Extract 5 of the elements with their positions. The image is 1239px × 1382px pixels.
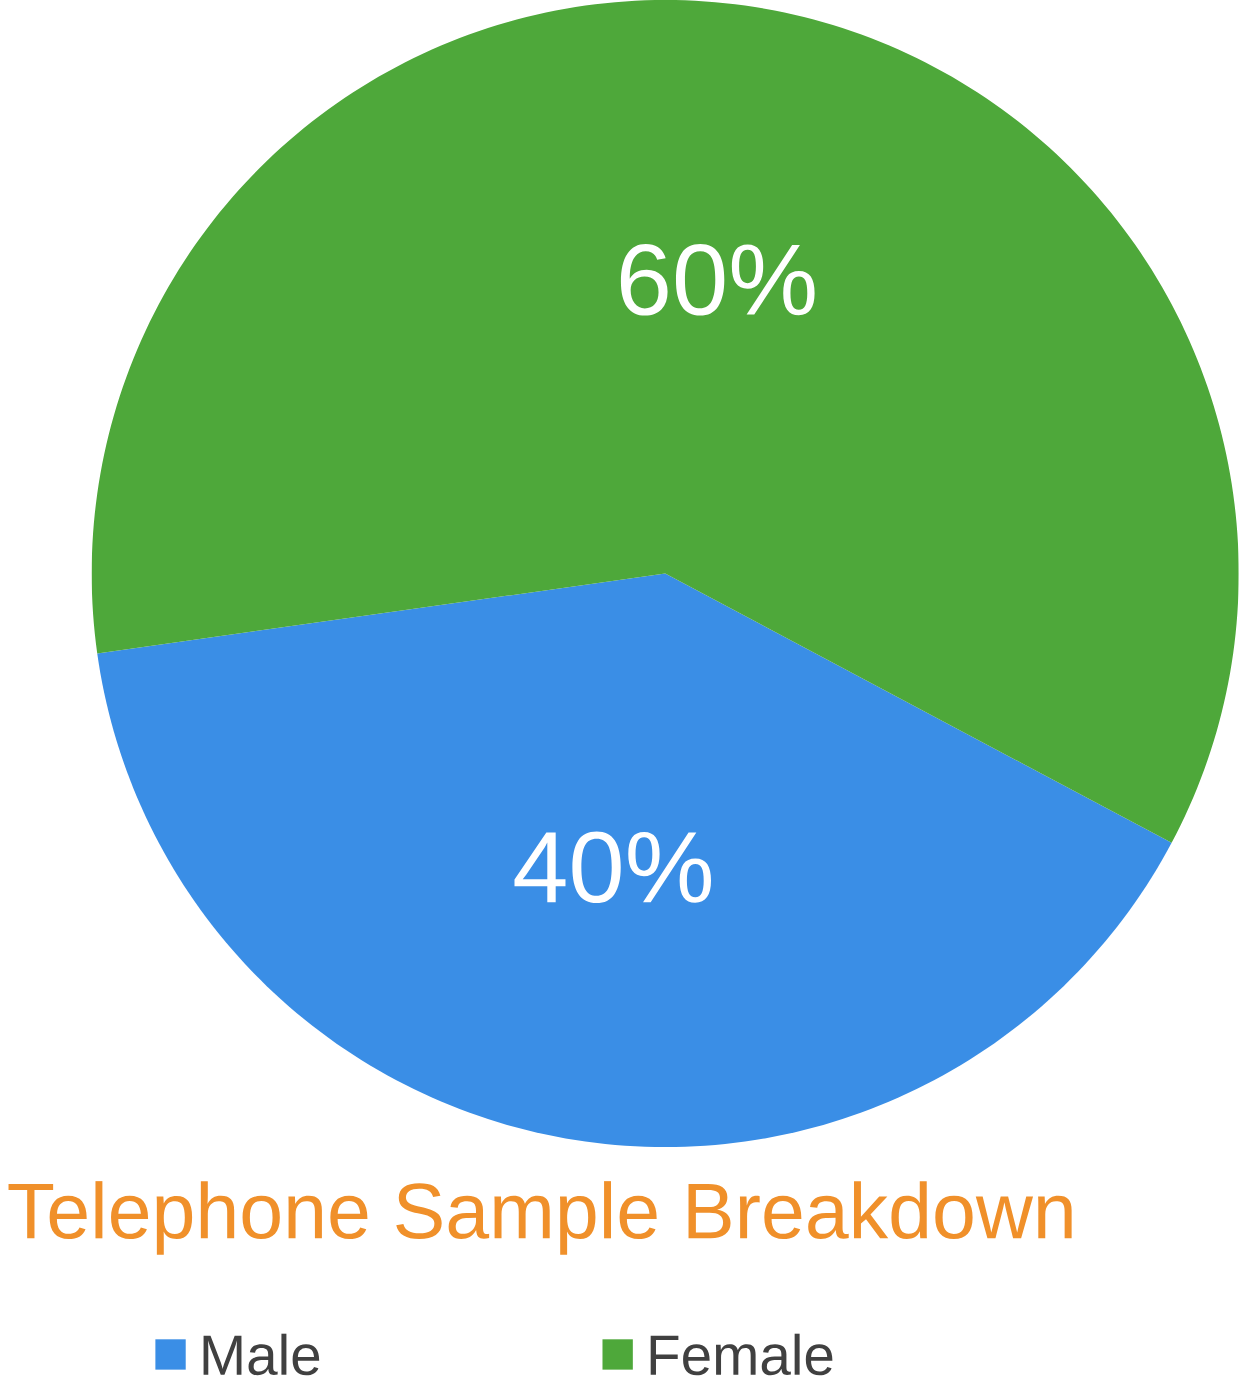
legend-label: Female bbox=[650, 1333, 833, 1376]
data-label: 60% bbox=[621, 243, 815, 316]
legend-label: Male bbox=[203, 1333, 320, 1376]
text: Telephone Sample Breakdown bbox=[8, 1181, 1072, 1255]
data-label: 40% bbox=[514, 831, 712, 904]
